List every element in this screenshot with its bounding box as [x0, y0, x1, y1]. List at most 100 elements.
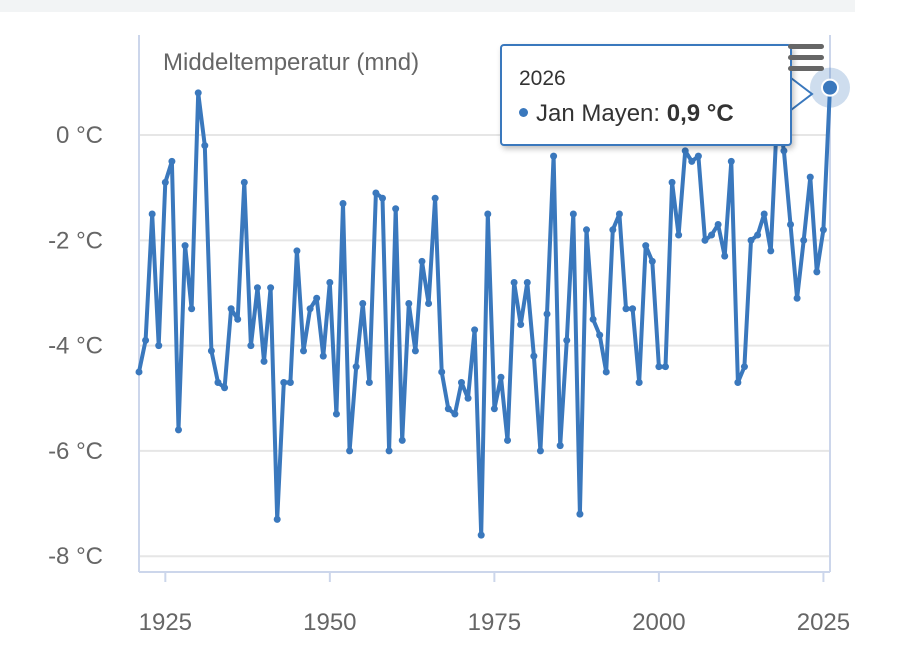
data-point[interactable] — [760, 210, 768, 218]
data-point[interactable] — [714, 221, 722, 229]
hamburger-menu-icon[interactable] — [788, 44, 824, 78]
data-point[interactable] — [418, 257, 426, 265]
data-point[interactable] — [411, 347, 419, 355]
data-point[interactable] — [339, 199, 347, 207]
data-point[interactable] — [806, 173, 814, 181]
data-point[interactable] — [438, 368, 446, 376]
data-point[interactable] — [148, 210, 156, 218]
data-point[interactable] — [708, 231, 716, 239]
data-point[interactable] — [273, 515, 281, 523]
data-point[interactable] — [365, 378, 373, 386]
data-point[interactable] — [313, 294, 321, 302]
data-point[interactable] — [168, 157, 176, 165]
data-point[interactable] — [800, 236, 808, 244]
data-point[interactable] — [207, 347, 215, 355]
data-point[interactable] — [609, 226, 617, 234]
data-point[interactable] — [398, 436, 406, 444]
data-point[interactable] — [583, 226, 591, 234]
hovered-point[interactable] — [821, 78, 839, 97]
data-point[interactable] — [234, 315, 242, 323]
data-point[interactable] — [622, 305, 630, 313]
data-point[interactable] — [451, 410, 459, 418]
data-point[interactable] — [253, 284, 261, 292]
data-point[interactable] — [497, 373, 505, 381]
data-point[interactable] — [734, 378, 742, 386]
data-point[interactable] — [754, 231, 762, 239]
data-point[interactable] — [174, 426, 182, 434]
data-point[interactable] — [655, 363, 663, 371]
data-point[interactable] — [681, 147, 689, 155]
data-point[interactable] — [155, 342, 163, 350]
data-point[interactable] — [675, 231, 683, 239]
data-point[interactable] — [464, 394, 472, 402]
data-point[interactable] — [523, 278, 531, 286]
data-point[interactable] — [431, 194, 439, 202]
data-point[interactable] — [405, 300, 413, 307]
data-point[interactable] — [214, 378, 222, 386]
data-point[interactable] — [161, 178, 169, 186]
data-point[interactable] — [747, 236, 755, 244]
data-point[interactable] — [576, 510, 584, 518]
data-point[interactable] — [484, 210, 492, 218]
data-point[interactable] — [352, 363, 360, 371]
data-point[interactable] — [819, 226, 827, 234]
data-point[interactable] — [688, 157, 696, 165]
data-point[interactable] — [615, 210, 623, 218]
data-point[interactable] — [471, 326, 479, 334]
data-point[interactable] — [346, 447, 354, 455]
data-point[interactable] — [701, 236, 709, 244]
data-point[interactable] — [332, 410, 340, 418]
data-point[interactable] — [227, 305, 235, 313]
data-point[interactable] — [477, 531, 485, 539]
data-point[interactable] — [642, 242, 650, 250]
data-point[interactable] — [510, 278, 518, 286]
data-point[interactable] — [142, 336, 150, 344]
data-point[interactable] — [787, 221, 795, 229]
data-point[interactable] — [740, 363, 748, 371]
data-point[interactable] — [543, 310, 551, 318]
data-point[interactable] — [556, 442, 564, 450]
data-point[interactable] — [260, 357, 268, 365]
data-point[interactable] — [793, 294, 801, 302]
data-point[interactable] — [457, 378, 465, 386]
data-point[interactable] — [629, 305, 637, 313]
data-point[interactable] — [385, 447, 393, 455]
data-point[interactable] — [326, 278, 334, 286]
data-point[interactable] — [661, 363, 669, 371]
data-point[interactable] — [247, 342, 255, 350]
data-point[interactable] — [392, 205, 400, 213]
data-point[interactable] — [563, 336, 571, 344]
data-point[interactable] — [135, 368, 143, 376]
data-point[interactable] — [240, 178, 248, 186]
data-point[interactable] — [550, 152, 558, 160]
data-point[interactable] — [648, 257, 656, 265]
data-point[interactable] — [635, 378, 643, 386]
data-point[interactable] — [201, 142, 209, 150]
data-point[interactable] — [780, 147, 788, 155]
data-point[interactable] — [536, 447, 544, 455]
data-point[interactable] — [286, 378, 294, 386]
data-point[interactable] — [504, 436, 512, 444]
data-point[interactable] — [319, 352, 327, 360]
data-point[interactable] — [306, 305, 314, 313]
data-point[interactable] — [694, 152, 702, 160]
data-point[interactable] — [378, 194, 386, 202]
data-point[interactable] — [181, 242, 189, 250]
data-point[interactable] — [188, 305, 196, 313]
data-point[interactable] — [727, 157, 735, 165]
data-point[interactable] — [359, 300, 367, 307]
data-point[interactable] — [569, 210, 577, 218]
data-point[interactable] — [280, 378, 288, 386]
data-point[interactable] — [425, 300, 433, 307]
data-point[interactable] — [589, 315, 597, 323]
data-point[interactable] — [517, 321, 525, 329]
data-point[interactable] — [530, 352, 538, 360]
data-point[interactable] — [813, 268, 821, 276]
data-point[interactable] — [602, 368, 610, 376]
data-point[interactable] — [721, 252, 729, 260]
data-point[interactable] — [767, 247, 775, 255]
data-point[interactable] — [300, 347, 308, 355]
data-point[interactable] — [293, 247, 301, 255]
data-point[interactable] — [267, 284, 275, 292]
data-point[interactable] — [490, 405, 498, 413]
